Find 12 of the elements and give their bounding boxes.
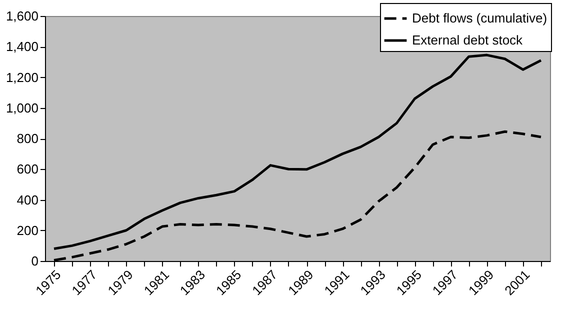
- y-tick-label: 1,600: [6, 8, 38, 24]
- y-tick-label: 600: [16, 162, 38, 177]
- y-tick-label: 400: [16, 192, 38, 208]
- y-tick-label: 800: [16, 131, 38, 146]
- y-tick-label: 200: [16, 222, 38, 238]
- y-tick-label: 1,200: [6, 70, 38, 85]
- y-tick-label: 0: [31, 254, 38, 268]
- legend-label: External debt stock: [412, 32, 524, 48]
- line-series: [52, 54, 542, 250]
- legend-label: Debt flows (cumulative): [412, 10, 548, 26]
- y-tick-label: 1,000: [6, 100, 38, 116]
- y-tick-label: 1,400: [6, 39, 38, 54]
